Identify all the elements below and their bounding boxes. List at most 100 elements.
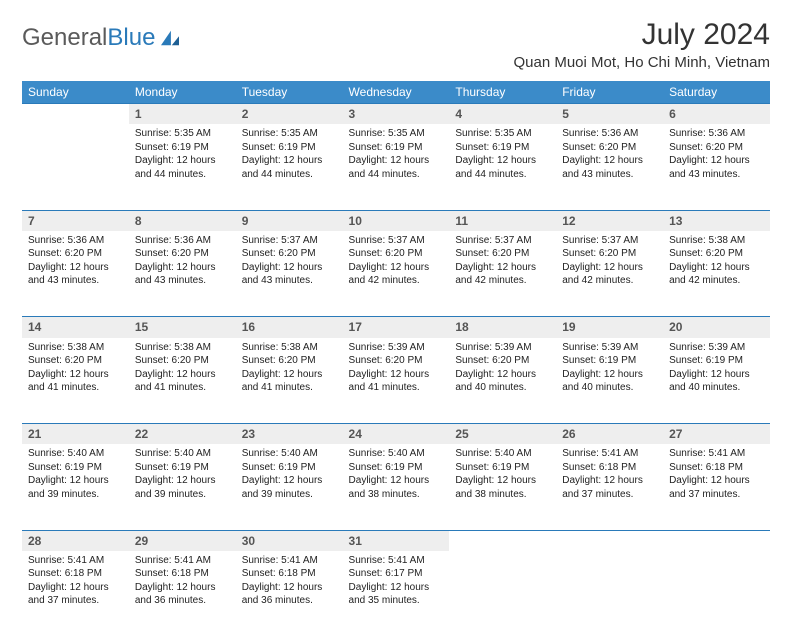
daylight-line: Daylight: 12 hours and 36 minutes. bbox=[242, 581, 337, 608]
day-details: Sunrise: 5:38 AMSunset: 6:20 PMDaylight:… bbox=[22, 338, 129, 401]
day-details: Sunrise: 5:39 AMSunset: 6:19 PMDaylight:… bbox=[556, 338, 663, 401]
sunrise-line: Sunrise: 5:38 AM bbox=[242, 341, 337, 355]
daylight-line: Daylight: 12 hours and 39 minutes. bbox=[28, 474, 123, 501]
daylight-line: Daylight: 12 hours and 44 minutes. bbox=[135, 154, 230, 181]
daylight-line: Daylight: 12 hours and 43 minutes. bbox=[242, 261, 337, 288]
day-body-cell: Sunrise: 5:35 AMSunset: 6:19 PMDaylight:… bbox=[449, 124, 556, 210]
sunset-line: Sunset: 6:19 PM bbox=[455, 461, 550, 475]
sunset-line: Sunset: 6:20 PM bbox=[135, 247, 230, 261]
sunrise-line: Sunrise: 5:37 AM bbox=[455, 234, 550, 248]
sunset-line: Sunset: 6:20 PM bbox=[242, 354, 337, 368]
day-details: Sunrise: 5:38 AMSunset: 6:20 PMDaylight:… bbox=[663, 231, 770, 294]
day-details: Sunrise: 5:35 AMSunset: 6:19 PMDaylight:… bbox=[236, 124, 343, 187]
daylight-line: Daylight: 12 hours and 40 minutes. bbox=[669, 368, 764, 395]
day-details: Sunrise: 5:39 AMSunset: 6:20 PMDaylight:… bbox=[343, 338, 450, 401]
sunset-line: Sunset: 6:20 PM bbox=[28, 354, 123, 368]
day-number-cell: 23 bbox=[236, 424, 343, 445]
day-details: Sunrise: 5:39 AMSunset: 6:20 PMDaylight:… bbox=[449, 338, 556, 401]
sunrise-line: Sunrise: 5:39 AM bbox=[669, 341, 764, 355]
day-body-cell: Sunrise: 5:40 AMSunset: 6:19 PMDaylight:… bbox=[22, 444, 129, 530]
day-body-cell: Sunrise: 5:41 AMSunset: 6:18 PMDaylight:… bbox=[22, 551, 129, 637]
sunrise-line: Sunrise: 5:41 AM bbox=[349, 554, 444, 568]
day-body-cell: Sunrise: 5:40 AMSunset: 6:19 PMDaylight:… bbox=[129, 444, 236, 530]
day-details: Sunrise: 5:41 AMSunset: 6:18 PMDaylight:… bbox=[22, 551, 129, 614]
day-number-cell: 22 bbox=[129, 424, 236, 445]
day-number-cell: 21 bbox=[22, 424, 129, 445]
location-text: Quan Muoi Mot, Ho Chi Minh, Vietnam bbox=[513, 54, 770, 71]
day-body-cell bbox=[22, 124, 129, 210]
sunrise-line: Sunrise: 5:35 AM bbox=[349, 127, 444, 141]
sunrise-line: Sunrise: 5:39 AM bbox=[455, 341, 550, 355]
logo: GeneralBlue bbox=[22, 24, 181, 52]
day-number-cell bbox=[556, 530, 663, 551]
daylight-line: Daylight: 12 hours and 43 minutes. bbox=[669, 154, 764, 181]
day-number-cell bbox=[449, 530, 556, 551]
day-details: Sunrise: 5:35 AMSunset: 6:19 PMDaylight:… bbox=[449, 124, 556, 187]
daylight-line: Daylight: 12 hours and 43 minutes. bbox=[562, 154, 657, 181]
day-details: Sunrise: 5:36 AMSunset: 6:20 PMDaylight:… bbox=[663, 124, 770, 187]
sunset-line: Sunset: 6:20 PM bbox=[669, 247, 764, 261]
month-title: July 2024 bbox=[513, 18, 770, 52]
day-body-cell: Sunrise: 5:38 AMSunset: 6:20 PMDaylight:… bbox=[129, 338, 236, 424]
day-body-cell: Sunrise: 5:38 AMSunset: 6:20 PMDaylight:… bbox=[22, 338, 129, 424]
daylight-line: Daylight: 12 hours and 41 minutes. bbox=[242, 368, 337, 395]
daylight-line: Daylight: 12 hours and 37 minutes. bbox=[28, 581, 123, 608]
day-number-cell bbox=[663, 530, 770, 551]
day-number-cell bbox=[22, 104, 129, 125]
sunrise-line: Sunrise: 5:39 AM bbox=[562, 341, 657, 355]
day-number-cell: 6 bbox=[663, 104, 770, 125]
sunrise-line: Sunrise: 5:37 AM bbox=[242, 234, 337, 248]
day-body-cell: Sunrise: 5:37 AMSunset: 6:20 PMDaylight:… bbox=[449, 231, 556, 317]
day-details: Sunrise: 5:37 AMSunset: 6:20 PMDaylight:… bbox=[556, 231, 663, 294]
day-body-cell: Sunrise: 5:39 AMSunset: 6:19 PMDaylight:… bbox=[556, 338, 663, 424]
day-body-cell: Sunrise: 5:35 AMSunset: 6:19 PMDaylight:… bbox=[343, 124, 450, 210]
weekday-header: Saturday bbox=[663, 81, 770, 104]
title-block: July 2024 Quan Muoi Mot, Ho Chi Minh, Vi… bbox=[513, 18, 770, 71]
day-number-cell: 2 bbox=[236, 104, 343, 125]
daylight-line: Daylight: 12 hours and 42 minutes. bbox=[562, 261, 657, 288]
logo-text: GeneralBlue bbox=[22, 24, 155, 52]
sunrise-line: Sunrise: 5:40 AM bbox=[28, 447, 123, 461]
daylight-line: Daylight: 12 hours and 37 minutes. bbox=[669, 474, 764, 501]
sunset-line: Sunset: 6:19 PM bbox=[455, 141, 550, 155]
day-number-cell: 24 bbox=[343, 424, 450, 445]
daylight-line: Daylight: 12 hours and 44 minutes. bbox=[349, 154, 444, 181]
day-number-cell: 29 bbox=[129, 530, 236, 551]
day-details: Sunrise: 5:37 AMSunset: 6:20 PMDaylight:… bbox=[343, 231, 450, 294]
day-details: Sunrise: 5:40 AMSunset: 6:19 PMDaylight:… bbox=[236, 444, 343, 507]
day-body-cell: Sunrise: 5:37 AMSunset: 6:20 PMDaylight:… bbox=[343, 231, 450, 317]
sunrise-line: Sunrise: 5:38 AM bbox=[135, 341, 230, 355]
day-number-cell: 9 bbox=[236, 210, 343, 231]
day-body-cell: Sunrise: 5:37 AMSunset: 6:20 PMDaylight:… bbox=[556, 231, 663, 317]
daylight-line: Daylight: 12 hours and 38 minutes. bbox=[455, 474, 550, 501]
sunrise-line: Sunrise: 5:36 AM bbox=[562, 127, 657, 141]
sunset-line: Sunset: 6:18 PM bbox=[135, 567, 230, 581]
sunset-line: Sunset: 6:20 PM bbox=[28, 247, 123, 261]
sunrise-line: Sunrise: 5:35 AM bbox=[242, 127, 337, 141]
sunset-line: Sunset: 6:20 PM bbox=[135, 354, 230, 368]
sunrise-line: Sunrise: 5:38 AM bbox=[28, 341, 123, 355]
sunrise-line: Sunrise: 5:41 AM bbox=[562, 447, 657, 461]
sunrise-line: Sunrise: 5:36 AM bbox=[28, 234, 123, 248]
day-number-cell: 17 bbox=[343, 317, 450, 338]
weekday-header: Wednesday bbox=[343, 81, 450, 104]
day-body-cell: Sunrise: 5:39 AMSunset: 6:20 PMDaylight:… bbox=[449, 338, 556, 424]
sunset-line: Sunset: 6:19 PM bbox=[28, 461, 123, 475]
sunset-line: Sunset: 6:19 PM bbox=[349, 141, 444, 155]
daylight-line: Daylight: 12 hours and 39 minutes. bbox=[242, 474, 337, 501]
day-body-cell bbox=[663, 551, 770, 637]
weekday-header: Monday bbox=[129, 81, 236, 104]
daylight-line: Daylight: 12 hours and 41 minutes. bbox=[28, 368, 123, 395]
sunset-line: Sunset: 6:20 PM bbox=[562, 247, 657, 261]
day-body-cell: Sunrise: 5:36 AMSunset: 6:20 PMDaylight:… bbox=[556, 124, 663, 210]
day-body-cell: Sunrise: 5:36 AMSunset: 6:20 PMDaylight:… bbox=[663, 124, 770, 210]
day-body-cell: Sunrise: 5:36 AMSunset: 6:20 PMDaylight:… bbox=[129, 231, 236, 317]
day-number-cell: 27 bbox=[663, 424, 770, 445]
sunset-line: Sunset: 6:19 PM bbox=[135, 461, 230, 475]
day-body-cell: Sunrise: 5:41 AMSunset: 6:18 PMDaylight:… bbox=[556, 444, 663, 530]
week-row: Sunrise: 5:35 AMSunset: 6:19 PMDaylight:… bbox=[22, 124, 770, 210]
day-number-cell: 16 bbox=[236, 317, 343, 338]
day-details: Sunrise: 5:37 AMSunset: 6:20 PMDaylight:… bbox=[236, 231, 343, 294]
day-number-cell: 7 bbox=[22, 210, 129, 231]
day-details: Sunrise: 5:36 AMSunset: 6:20 PMDaylight:… bbox=[556, 124, 663, 187]
